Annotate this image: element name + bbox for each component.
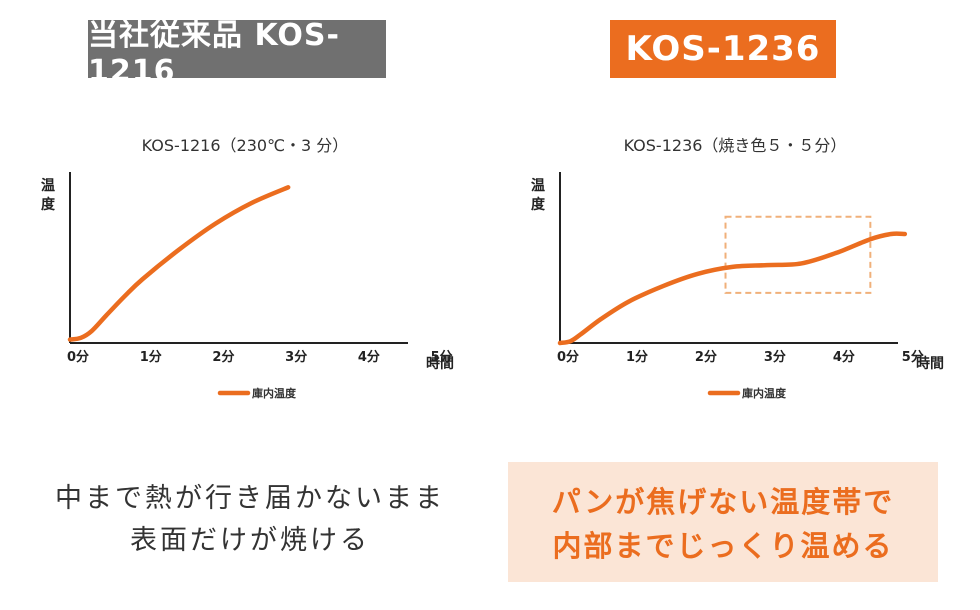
series-line-0 (67, 185, 291, 342)
x-tick-label: 4分 (833, 349, 855, 365)
previous-model-header: 当社従来品 KOS-1216 (88, 18, 386, 89)
right-caption-box: パンが焦げない温度帯で 内部までじっくり温める (508, 462, 938, 582)
x-tick-label: 1分 (140, 349, 162, 365)
x-axis-label: 時間 (916, 355, 944, 372)
highlight-range-box (724, 215, 872, 294)
left-caption-line-1: 中まで熱が行き届かないまま (55, 483, 445, 514)
chart-title: KOS-1236（焼き色５・５分） (624, 136, 847, 155)
left-caption: 中まで熱が行き届かないまま 表面だけが焼ける (40, 478, 460, 562)
y-axis-label: 温 (531, 178, 545, 194)
legend-label: 庫内温度 (252, 386, 297, 400)
x-tick-label: 2分 (695, 349, 717, 365)
chart-title: KOS-1216（230℃・3 分） (142, 136, 349, 155)
right-caption-line-1: パンが焦げない温度帯で (551, 485, 895, 519)
x-tick-label: 5分 (902, 349, 924, 365)
x-tick-label: 5分 (431, 349, 453, 365)
series-line-0 (557, 231, 908, 346)
legend-label: 庫内温度 (742, 386, 787, 400)
right-caption: パンが焦げない温度帯で 内部までじっくり温める (508, 480, 938, 568)
y-axis-label: 温 (41, 178, 55, 194)
x-tick-label: 0分 (557, 349, 579, 365)
right-caption-line-2: 内部までじっくり温める (552, 529, 894, 563)
x-tick-label: 1分 (626, 349, 648, 365)
new-model-header: KOS-1236 (610, 20, 836, 78)
left-caption-line-2: 表面だけが焼ける (130, 525, 370, 556)
x-tick-label: 3分 (285, 349, 307, 365)
x-tick-label: 3分 (764, 349, 786, 365)
right-panel: KOS-1236 KOS-1236（焼き色５・５分） 温度 0分 1分 2分 3分 4分 5分… (490, 0, 980, 610)
x-tick-label: 0分 (67, 349, 89, 365)
x-tick-label: 4分 (358, 349, 380, 365)
y-axis-label: 度 (531, 196, 546, 213)
x-axis-label: 時間 (426, 355, 454, 372)
left-panel: 当社従来品 KOS-1216 KOS-1216（230℃・3 分） 温度 0分 1分 2… (40, 18, 460, 562)
x-tick-label: 2分 (212, 349, 234, 365)
y-axis-label: 度 (41, 196, 56, 213)
